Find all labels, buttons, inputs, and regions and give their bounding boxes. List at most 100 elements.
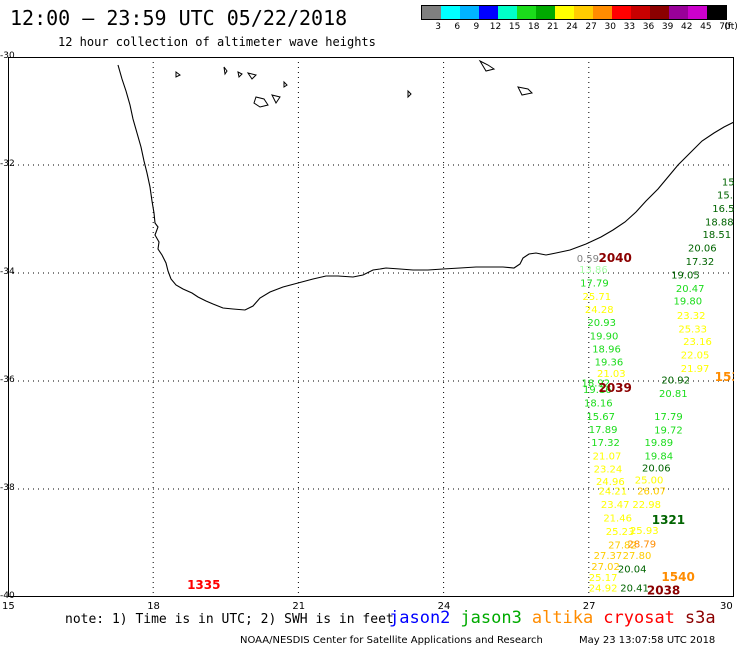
swh-value-label: 21.07 bbox=[593, 451, 622, 462]
colorbar-tick-label: 39 bbox=[661, 22, 674, 32]
longitude-label: 27 bbox=[582, 601, 596, 612]
longitude-label: 15 bbox=[2, 601, 15, 612]
colorbar-tick-label: 33 bbox=[623, 22, 636, 32]
colorbar-tick-label: 6 bbox=[454, 22, 461, 32]
colorbar-tick-label: 70 bbox=[719, 22, 731, 32]
colorbar-tick-label: 42 bbox=[681, 22, 693, 32]
colorbar-tick-label: 24 bbox=[566, 22, 578, 32]
colorbar-tick-label: 45 bbox=[700, 22, 712, 32]
swh-value-label: 20.47 bbox=[676, 284, 705, 295]
swh-value-label: 19.90 bbox=[590, 331, 619, 342]
colorbar-tick-label: 3 bbox=[435, 22, 441, 32]
legend-entry-jason3: jason3 bbox=[460, 608, 522, 628]
latitude-label: -32 bbox=[0, 159, 15, 169]
colorbar-swatch bbox=[422, 6, 441, 19]
longitude-label: 24 bbox=[437, 601, 451, 612]
page-subtitle: 12 hour collection of altimeter wave hei… bbox=[58, 35, 376, 49]
pass-time-label: 1540 bbox=[661, 570, 694, 584]
swh-value-label: 22.05 bbox=[681, 350, 710, 361]
timestamp-text: May 23 13:07:58 UTC 2018 bbox=[579, 635, 716, 646]
colorbar-tick-label: 30 bbox=[604, 22, 616, 32]
swh-value-label: 25.17 bbox=[589, 573, 618, 584]
legend-entry-cryosat: cryosat bbox=[603, 608, 675, 628]
pass-time-label: 2038 bbox=[647, 583, 680, 597]
swh-value-label: 27.02 bbox=[591, 562, 620, 573]
coastline bbox=[117, 64, 734, 311]
map-frame bbox=[8, 57, 734, 597]
swh-value-label: 23.47 bbox=[601, 500, 630, 511]
legend-entry-s3a: s3a bbox=[684, 608, 716, 628]
colorbar-tick-label: 21 bbox=[547, 22, 559, 32]
swh-value-label: 21.97 bbox=[681, 364, 710, 375]
swh-value-label: 15.17 bbox=[717, 190, 734, 201]
pass-time-label: 1321 bbox=[652, 513, 685, 527]
swh-value-label: 25.00 bbox=[635, 476, 664, 487]
colorbar-tick-label: 36 bbox=[642, 22, 655, 32]
longitude-label: 30 bbox=[720, 601, 733, 612]
small-islands bbox=[175, 59, 534, 108]
swh-value-label: 17.89 bbox=[589, 425, 618, 436]
swh-value-label: 25.93 bbox=[630, 526, 659, 537]
colorbar-swatch bbox=[631, 6, 650, 19]
swh-value-label: 18.92 bbox=[582, 378, 611, 389]
swh-value-label: 17.79 bbox=[580, 279, 609, 290]
colorbar-swatch bbox=[517, 6, 536, 19]
colorbar-swatch bbox=[707, 6, 726, 19]
colorbar-ticks: 3 6 9 12 15 18 21 24 27 30 33 36 39 42 45 70 (ft) bbox=[421, 22, 738, 34]
longitude-label: 18 bbox=[147, 601, 160, 612]
legend-entry-altika: altika bbox=[531, 608, 594, 628]
swh-value-label: 19.16 bbox=[583, 385, 612, 396]
colorbar-swatch bbox=[574, 6, 593, 19]
swh-value-label: 18.88 bbox=[705, 217, 734, 228]
colorbar-swatch bbox=[441, 6, 460, 19]
swh-value-label: 20.04 bbox=[618, 565, 647, 576]
colorbar-swatch bbox=[536, 6, 555, 19]
swh-value-label: 28.79 bbox=[628, 539, 657, 550]
colorbar-tick-label: 15 bbox=[508, 22, 521, 32]
swh-value-label: 27.37 bbox=[594, 551, 623, 562]
swh-value-label: 24.92 bbox=[589, 584, 618, 595]
colorbar-swatch bbox=[460, 6, 479, 19]
page-title: 12:00 – 23:59 UTC 05/22/2018 bbox=[10, 6, 348, 30]
swh-value-label: 23.32 bbox=[677, 311, 706, 322]
pass-time-label: 1335 bbox=[187, 578, 220, 592]
swh-value-label: 17.79 bbox=[654, 412, 683, 423]
swh-value-label: 25.23 bbox=[606, 527, 635, 538]
longitude-label: 21 bbox=[292, 601, 306, 612]
swh-value-label: 18.16 bbox=[584, 398, 613, 409]
swh-value-label: 20.06 bbox=[642, 464, 671, 475]
colorbar-tick-label: 12 bbox=[489, 22, 502, 32]
swh-value-label: 18.96 bbox=[592, 344, 621, 355]
pass-time-label: 2039 bbox=[598, 381, 631, 395]
swh-value-label: 23.16 bbox=[683, 337, 712, 348]
footer-note: note: 1) Time is in UTC; 2) SWH is in fe… bbox=[65, 612, 394, 627]
swh-value-label: 26.07 bbox=[637, 486, 666, 497]
colorbar-swatch bbox=[650, 6, 669, 19]
swh-value-label: 24.28 bbox=[585, 305, 614, 316]
swh-value-label: 21.03 bbox=[597, 369, 626, 380]
colorbar-tick-label: (ft) bbox=[724, 22, 738, 32]
swh-value-label: 18.51 bbox=[703, 230, 732, 241]
swh-value-label: 23.24 bbox=[594, 464, 623, 475]
swh-value-label: 19.84 bbox=[644, 451, 673, 462]
latitude-label: -36 bbox=[0, 375, 15, 385]
swh-value-label: 13.86 bbox=[579, 265, 608, 276]
latitude-label: -34 bbox=[0, 267, 15, 277]
colorbar-swatch bbox=[688, 6, 707, 19]
colorbar-tick-label: 27 bbox=[585, 22, 597, 32]
colorbar-swatch bbox=[479, 6, 498, 19]
latitude-label: -38 bbox=[0, 483, 15, 493]
swh-value-label: 19.72 bbox=[654, 425, 683, 436]
swh-value-label: 22.98 bbox=[632, 500, 661, 511]
swh-value-label: 27.82 bbox=[608, 540, 637, 551]
swh-value-label: 17.32 bbox=[686, 257, 715, 268]
swh-value-label: 20.41 bbox=[620, 584, 649, 595]
latitude-label: -30 bbox=[0, 51, 15, 61]
swh-value-label: 25.33 bbox=[678, 324, 707, 335]
colorbar-swatch bbox=[669, 6, 688, 19]
pass-time-label: 1539 bbox=[715, 370, 734, 384]
swh-value-label: 24.21 bbox=[598, 486, 627, 497]
swh-value-label: 25.71 bbox=[583, 292, 612, 303]
colorbar-swatch bbox=[555, 6, 574, 19]
